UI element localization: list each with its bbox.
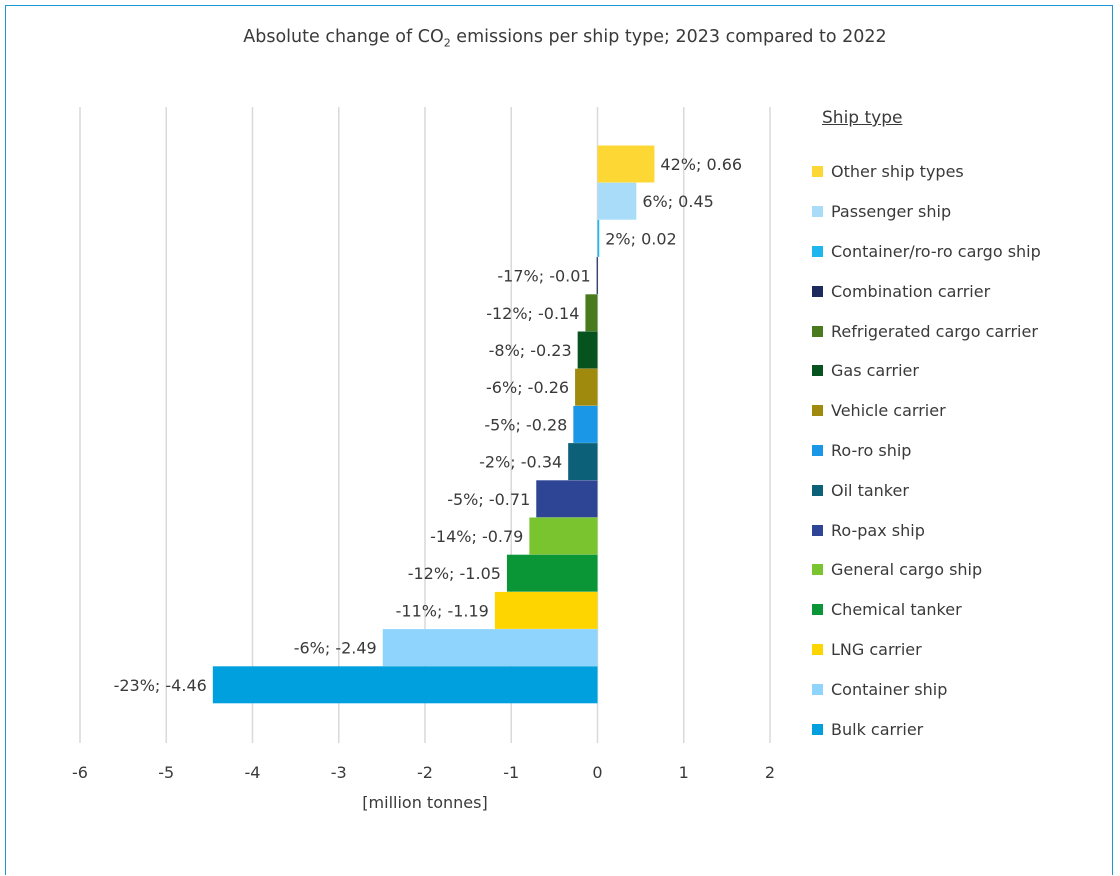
legend-swatch <box>812 245 823 257</box>
legend-swatch <box>812 285 823 297</box>
bar-data-label: -5%; -0.71 <box>447 490 530 509</box>
legend-swatch <box>812 564 823 576</box>
legend-item: Chemical tanker <box>812 590 1112 630</box>
legend-swatch <box>812 444 823 456</box>
legend-swatch <box>812 206 823 218</box>
legend-title: Ship type <box>822 108 903 128</box>
legend-item: LNG carrier <box>812 630 1112 670</box>
x-tick-label: -1 <box>503 763 519 782</box>
bar <box>575 368 598 406</box>
chart-title: Absolute change of CO2 emissions per shi… <box>243 27 887 50</box>
legend-item: Other ship types <box>812 152 1112 192</box>
legend-item: Oil tanker <box>812 470 1112 510</box>
x-tick-label: -2 <box>417 763 433 782</box>
bar-data-label: -6%; -0.26 <box>486 378 569 397</box>
legend-label: Passenger ship <box>831 202 952 222</box>
legend-swatch <box>812 325 823 337</box>
x-tick-label: 2 <box>765 763 775 782</box>
legend-item: Container/ro-ro cargo ship <box>812 232 1112 272</box>
legend-swatch <box>812 524 823 536</box>
legend-item: Ro-ro ship <box>812 431 1112 471</box>
bar <box>597 145 655 183</box>
bar <box>382 629 598 667</box>
legend-item: Container ship <box>812 669 1112 709</box>
x-tick-label: 1 <box>679 763 689 782</box>
x-tick-label: -6 <box>72 763 88 782</box>
x-tick-label: -4 <box>245 763 261 782</box>
bar <box>596 257 598 295</box>
legend-label: Ro-pax ship <box>831 520 925 540</box>
legend-label: General cargo ship <box>831 560 983 580</box>
legend-label: Oil tanker <box>831 480 909 500</box>
legend-swatch <box>812 484 823 496</box>
bar <box>494 591 598 629</box>
x-tick-label: -3 <box>331 763 347 782</box>
bar-data-label: -17%; -0.01 <box>497 267 590 286</box>
x-axis-label: [million tonnes] <box>362 793 487 812</box>
legend-label: Vehicle carrier <box>831 401 946 421</box>
bar-data-label: -6%; -2.49 <box>294 639 377 658</box>
legend-swatch <box>812 604 823 616</box>
legend-item: Vehicle carrier <box>812 391 1112 431</box>
bar <box>506 554 598 592</box>
legend-item: Refrigerated cargo carrier <box>812 311 1112 351</box>
bar <box>585 294 598 332</box>
legend-swatch <box>812 405 823 417</box>
bar <box>597 182 637 220</box>
bar <box>536 480 598 518</box>
legend-label: Bulk carrier <box>831 719 924 739</box>
legend-label: Container/ro-ro cargo ship <box>831 241 1041 261</box>
legend-item: Combination carrier <box>812 271 1112 311</box>
legend-label: Other ship types <box>831 162 964 182</box>
legend-swatch <box>812 365 823 377</box>
bar-data-label: 2%; 0.02 <box>605 229 676 248</box>
legend-swatch <box>812 683 823 695</box>
legend-label: Gas carrier <box>831 361 919 381</box>
legend-item: Ro-pax ship <box>812 510 1112 550</box>
legend-swatch <box>812 723 823 735</box>
legend-item: Gas carrier <box>812 351 1112 391</box>
legend-label: Chemical tanker <box>831 600 962 620</box>
legend-label: Combination carrier <box>831 281 991 301</box>
bar <box>577 331 598 369</box>
legend-label: Refrigerated cargo carrier <box>831 321 1038 341</box>
legend-item: Passenger ship <box>812 192 1112 232</box>
bar-data-label: -12%; -0.14 <box>486 304 579 323</box>
x-tick-label: 0 <box>592 763 602 782</box>
bar-data-label: -11%; -1.19 <box>396 601 489 620</box>
bar <box>529 517 598 555</box>
bar <box>573 405 598 443</box>
bar <box>212 666 598 704</box>
bar-data-label: -8%; -0.23 <box>489 341 572 360</box>
legend: Ship type Other ship types Passenger ship… <box>812 108 1112 749</box>
bar-data-label: 6%; 0.45 <box>642 192 713 211</box>
bar-data-label: -23%; -4.46 <box>114 676 207 695</box>
legend-item: General cargo ship <box>812 550 1112 590</box>
x-tick-label: -5 <box>158 763 174 782</box>
bar <box>597 219 600 257</box>
legend-label: Container ship <box>831 679 948 699</box>
bar-data-label: -5%; -0.28 <box>484 415 567 434</box>
bar-data-label: -2%; -0.34 <box>479 453 562 472</box>
legend-label: LNG carrier <box>831 639 922 659</box>
legend-label: Ro-ro ship <box>831 440 912 460</box>
legend-swatch <box>812 166 823 178</box>
bar-data-label: -12%; -1.05 <box>408 564 501 583</box>
bar-data-label: 42%; 0.66 <box>660 155 742 174</box>
legend-swatch <box>812 643 823 655</box>
legend-item: Bulk carrier <box>812 709 1112 749</box>
bar-data-label: -14%; -0.79 <box>430 527 523 546</box>
bar <box>568 443 598 481</box>
